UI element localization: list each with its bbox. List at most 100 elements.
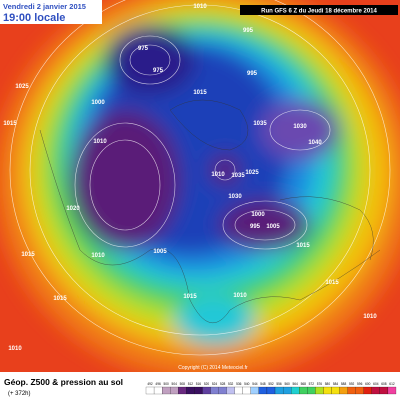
isobar-label: 1010 [91,253,105,259]
isobar-label: 1015 [53,296,67,302]
coastlines [39,99,381,324]
forecast-date: Vendredi 2 janvier 2015 [3,2,86,11]
isobar-label: 1010 [193,4,207,10]
isobar-label: 1015 [325,280,339,286]
colorbar-label: 556 [276,382,282,386]
run-info: Run GFS 6 Z du Jeudi 18 décembre 2014 [261,9,377,15]
colorbar-cell [274,386,284,395]
colorbar-cell [234,386,243,395]
footer-lead: (+ 372h) [8,391,31,397]
colorbar-label: 596 [357,382,363,386]
colorbar-cell [282,386,292,395]
isobar-label: 975 [138,46,149,52]
colorbar-cell [371,386,380,395]
isobar-label: 1025 [245,170,259,176]
colorbar-label: 604 [373,382,379,386]
isobar-label: 1015 [183,294,197,300]
isobar-label: 995 [247,71,258,77]
colorbar-cell [145,386,155,395]
isobar-label: 1030 [228,194,242,200]
colorbar-label: 568 [301,382,307,386]
colorbar-label: 600 [365,382,371,386]
colorbar-label: 576 [317,382,323,386]
isobar-label: 975 [153,68,164,74]
isobar-label: 1035 [231,173,245,179]
forecast-time: 19:00 locale [3,12,65,24]
colorbar-cell [242,386,251,395]
footer [0,372,400,400]
isobar-label: 1010 [363,314,377,320]
colorbar-cell [299,386,308,395]
colorbar-label: 560 [284,382,290,386]
colorbar-cell [226,386,235,395]
footer-title: Géop. Z500 & pression au sol [4,377,123,387]
isobar-label: 995 [250,224,261,230]
isobar-label: 1010 [211,172,225,178]
isobar-label: 1010 [93,139,107,145]
header-box [0,0,102,24]
colorbar-cell [186,386,195,395]
colorbar: 492 496 500 504 508 512 516 520 524 528 532 536 540 5… [145,382,397,395]
isobar-label: 1040 [308,140,322,146]
isobar-label: 1010 [8,346,22,352]
colorbar-cell [178,386,187,395]
colorbar-label: 492 [147,382,153,386]
colorbar-cell [194,386,203,395]
colorbar-cell [218,386,227,395]
colorbar-label: 580 [325,382,331,386]
colorbar-label: 552 [268,382,274,386]
colorbar-cell [266,386,276,395]
colorbar-label: 504 [172,382,178,386]
isobars [9,0,391,356]
isobar-label: 995 [243,28,254,34]
colorbar-label: 532 [228,382,234,386]
colorbar-cell [323,386,332,395]
run-box [240,5,398,15]
isobar-label: 1015 [3,121,17,127]
colorbar-label: 548 [260,382,266,386]
colorbar-cell [291,386,300,395]
copyright: Copyright (C) 2014 Meteociel.fr [178,365,248,371]
colorbar-label: 524 [212,382,218,386]
colorbar-label: 592 [349,382,355,386]
colorbar-cell [379,386,389,395]
colorbar-label: 572 [309,382,315,386]
colorbar-cell [363,386,372,395]
isobar-label: 1015 [296,243,310,249]
colorbar-label: 540 [244,382,250,386]
colorbar-cell [339,386,348,395]
colorbar-cell [162,386,171,395]
colorbar-label: 544 [252,382,258,386]
colorbar-label: 564 [293,382,299,386]
colorbar-label: 496 [155,382,161,386]
map-field: 1010 975 995 975 995 1025 1015 1000 1015 1010 1035… [0,0,400,372]
colorbar-label: 536 [236,382,242,386]
colorbar-cell [250,386,260,395]
colorbar-cell [347,386,356,395]
colorbar-cell [170,386,179,395]
colorbar-label: 612 [389,382,395,386]
colorbar-label: 512 [188,382,194,386]
colorbar-label: 508 [180,382,186,386]
colorbar-label: 520 [204,382,210,386]
isobar-label: 1015 [193,90,207,96]
isobar-label: 1015 [21,252,35,258]
colorbar-cell [355,386,364,395]
isobar-labels: 1010 975 995 975 995 1025 1015 1000 1015 1010 1035… [3,4,377,352]
colorbar-cell [387,386,397,395]
colorbar-cell [153,386,163,395]
colorbar-label: 588 [341,382,347,386]
isobar-label: 1000 [91,100,105,106]
colorbar-label: 584 [333,382,339,386]
colorbar-label: 608 [381,382,387,386]
isobar-label: 1025 [15,84,29,90]
isobar-label: 1000 [251,212,265,218]
colorbar-cell [202,386,211,395]
isobar-label: 1030 [293,124,307,130]
colorbar-label: 500 [163,382,169,386]
isobar-label: 1035 [253,121,267,127]
colorbar-cell [331,386,340,395]
colorbar-label: 528 [220,382,226,386]
isobar-label: 1020 [66,206,80,212]
colorbar-cell [210,386,219,395]
